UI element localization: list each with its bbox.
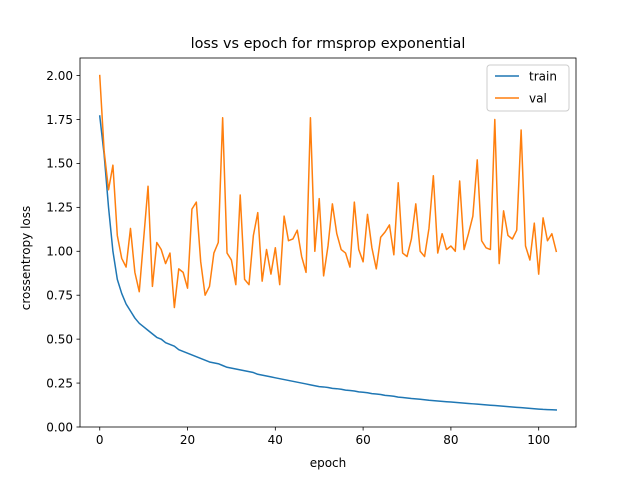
x-tick-label: 0: [96, 433, 104, 447]
series-line-train: [98, 115, 558, 411]
series-line-val: [98, 74, 558, 309]
legend-label-train: train: [529, 69, 557, 83]
legend-label-val: val: [529, 91, 547, 105]
x-tick-label: 80: [443, 433, 458, 447]
x-tick-label: 100: [527, 433, 550, 447]
y-tick-label: 0.50: [46, 332, 73, 346]
y-tick-label: 1.50: [46, 157, 73, 171]
y-axis-label: crossentropy loss: [19, 206, 33, 311]
x-tick-label: 60: [355, 433, 370, 447]
y-tick-label: 1.75: [46, 113, 73, 127]
y-tick-label: 0.00: [46, 420, 73, 434]
y-tick-label: 2.00: [46, 69, 73, 83]
legend: train val: [486, 64, 570, 112]
x-axis-label: epoch: [310, 456, 347, 470]
y-tick-label: 0.25: [46, 376, 73, 390]
y-tick-label: 0.75: [46, 289, 73, 303]
series-layer: [98, 74, 558, 411]
y-tick-label: 1.00: [46, 245, 73, 259]
axes-layer: 0 20 40 60 80 100 0.00 0.25 0.50 0.75 1.00 1.25 1.50…: [46, 57, 577, 447]
x-tick-label: 20: [180, 433, 195, 447]
x-tick-label: 40: [268, 433, 283, 447]
axes-frame: [79, 57, 577, 428]
y-tick-label: 1.25: [46, 201, 73, 215]
chart-title: loss vs epoch for rmsprop exponential: [191, 36, 466, 52]
